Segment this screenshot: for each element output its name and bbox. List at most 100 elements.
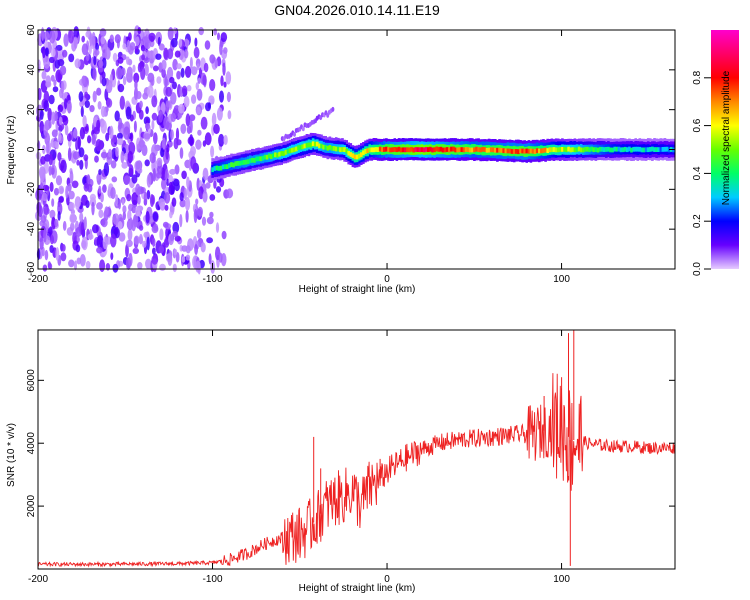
spectrogram-signal-cell bbox=[525, 148, 529, 154]
spectrogram-noise-blob bbox=[172, 58, 178, 71]
spectrogram-noise-blob bbox=[204, 40, 211, 50]
spectrogram-noise-blob bbox=[75, 244, 81, 253]
spectrogram-noise-blob bbox=[131, 192, 139, 206]
spectrogram-noise-blob bbox=[197, 206, 203, 217]
spectrogram-signal-cell bbox=[278, 151, 281, 157]
spectrogram-signal-cell bbox=[303, 143, 307, 149]
spectrogram-signal-cell bbox=[219, 165, 223, 171]
spectrogram-noise-blob bbox=[103, 162, 110, 177]
spectrogram-noise-blob bbox=[79, 212, 84, 223]
colorbar-ticks: 0.0 0.2 0.4 0.6 0.8 bbox=[692, 70, 711, 276]
spectrogram-noise-blob bbox=[218, 133, 225, 147]
spectrogram-noise-blob bbox=[137, 27, 142, 35]
spectrogram-noise-blob bbox=[77, 136, 81, 150]
spectrogram-noise-blob bbox=[54, 218, 59, 228]
spectrogram-noise-blob bbox=[180, 67, 185, 78]
spectrogram-noise-blob bbox=[118, 117, 123, 130]
spectrogram-noise-blob bbox=[197, 129, 202, 136]
spectrogram-noise-blob bbox=[51, 111, 56, 125]
spectrogram-noise-blob bbox=[75, 226, 83, 237]
spectrogram-noise-blob bbox=[186, 176, 190, 189]
spectrogram-noise-blob bbox=[91, 32, 96, 46]
spectrogram-noise-blob bbox=[185, 113, 191, 127]
spectrogram-noise-blob bbox=[36, 248, 41, 260]
spectrogram-noise-blob bbox=[104, 47, 111, 60]
spectrogram-signal-cell bbox=[420, 147, 424, 152]
spectrogram-signal-cell bbox=[263, 154, 267, 160]
spectrogram-signal-cell bbox=[468, 147, 472, 153]
spectrogram-x-tick-label: -200 bbox=[28, 274, 48, 285]
spectrogram-noise-blob bbox=[58, 116, 63, 126]
spectrogram-noise-blob bbox=[226, 188, 234, 199]
spectrogram-noise-blob bbox=[148, 32, 156, 42]
spectrogram-signal-cell bbox=[538, 148, 541, 154]
spectrogram-noise-blob bbox=[158, 43, 165, 51]
spectrogram-signal-cell bbox=[479, 147, 482, 153]
spectrogram-signal-cell bbox=[646, 147, 650, 153]
spectrogram-noise-blob bbox=[97, 101, 102, 110]
spectrogram-noise-blob bbox=[163, 47, 169, 60]
spectrogram-noise-blob bbox=[126, 39, 131, 52]
spectrogram-signal-cell bbox=[286, 148, 290, 154]
spectrogram-signal-cell bbox=[592, 147, 596, 153]
spectrogram-signal-cell bbox=[554, 147, 558, 153]
spectrogram-noise-blob bbox=[79, 159, 84, 170]
snr-x-axis-label: Height of straight line (km) bbox=[299, 583, 416, 594]
spectrogram-noise-blob bbox=[194, 244, 199, 255]
spectrogram-noise-blob bbox=[99, 28, 107, 37]
spectrogram-signal-cell bbox=[370, 147, 374, 153]
spectrogram-noise-blob bbox=[172, 81, 177, 90]
spectrogram-x-tick-label: -100 bbox=[203, 274, 223, 285]
spectrogram-signal-cell bbox=[546, 148, 549, 153]
spectrogram-noise-blob bbox=[202, 74, 207, 86]
spectrogram-noise-blob bbox=[174, 50, 181, 58]
spectrogram-noise-blob bbox=[64, 124, 69, 136]
spectrogram-noise-blob bbox=[119, 95, 126, 110]
spectrogram-noise-blob bbox=[118, 198, 121, 210]
spectrogram-signal-cell bbox=[391, 147, 394, 153]
spectrogram-signal-cell bbox=[378, 146, 382, 152]
spectrogram-noise-blob bbox=[61, 49, 68, 58]
spectrogram-noise-blob bbox=[130, 132, 134, 142]
spectrogram-noise-blob bbox=[50, 74, 55, 82]
spectrogram-noise-blob bbox=[138, 233, 143, 245]
spectrogram-noise-blob bbox=[83, 182, 90, 192]
spectrogram-signal-cell bbox=[366, 148, 369, 154]
spectrogram-noise-blob bbox=[190, 146, 196, 156]
spectrogram-noise-blob bbox=[126, 193, 132, 202]
spectrogram-signal-cell bbox=[588, 147, 591, 153]
spectrogram-signal-cell bbox=[605, 147, 608, 152]
spectrogram-noise-blob bbox=[100, 151, 108, 159]
spectrogram-noise-blob bbox=[96, 246, 103, 254]
spectrogram-noise-blob bbox=[65, 185, 69, 199]
spectrogram-signal-cell bbox=[485, 147, 489, 153]
snr-x-tick-label: 100 bbox=[553, 574, 570, 585]
spectrogram-noise-blob bbox=[176, 63, 182, 70]
spectrogram-noise-blob bbox=[132, 247, 139, 254]
spectrogram-signal-cell bbox=[270, 154, 273, 159]
spectrogram-noise-blob bbox=[92, 224, 99, 234]
spectrogram-noise-blob bbox=[209, 211, 214, 218]
spectrogram-signal-cell bbox=[236, 161, 240, 166]
spectrogram-noise-blob bbox=[169, 206, 175, 213]
spectrogram-noise-blob bbox=[57, 210, 61, 221]
spectrogram-noise-blob bbox=[116, 67, 123, 80]
spectrogram-noise-blob bbox=[165, 100, 170, 108]
spectrogram-noise-blob bbox=[222, 62, 226, 76]
colorbar-tick-label: 0.0 bbox=[692, 262, 703, 276]
spectrogram-noise-blob bbox=[165, 86, 172, 97]
spectrogram-noise-blob bbox=[117, 83, 125, 93]
spectrogram-noise-blob bbox=[96, 174, 100, 181]
spectrogram-noise-blob bbox=[160, 147, 165, 158]
spectrogram-signal-cell bbox=[506, 148, 510, 154]
spectrogram-signal-cell bbox=[454, 147, 457, 153]
spectrogram-signal-cell bbox=[349, 152, 353, 157]
spectrogram-signal-cell bbox=[230, 162, 233, 167]
spectrogram-noise-blob bbox=[226, 91, 231, 103]
spectrogram-noise-blob bbox=[171, 197, 177, 207]
spectrogram-signal-cell bbox=[573, 147, 577, 153]
spectrogram-signal-cell bbox=[265, 154, 269, 160]
spectrogram-noise-blob bbox=[193, 209, 198, 223]
spectrogram-noise-blob bbox=[98, 209, 104, 218]
